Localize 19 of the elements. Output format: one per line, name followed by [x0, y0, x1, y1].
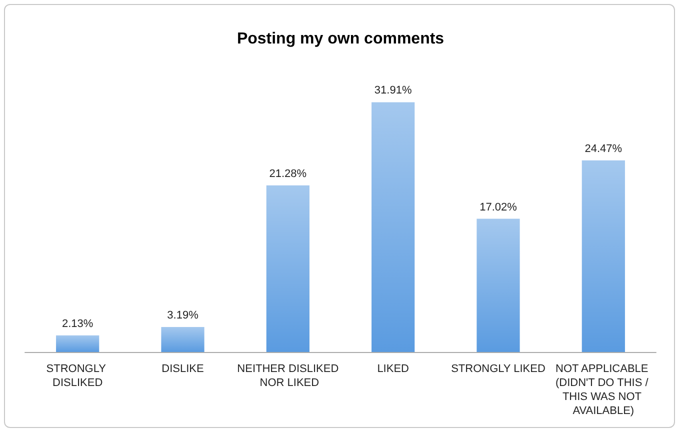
- data-label: 24.47%: [584, 142, 622, 155]
- bar: [56, 335, 100, 352]
- x-tick-label: DISLIKE: [162, 363, 204, 375]
- bar: [372, 102, 415, 352]
- bar: [476, 218, 520, 352]
- data-label: 2.13%: [62, 318, 94, 330]
- x-tick-label: NEITHER DISLIKED NOR LIKED: [237, 363, 339, 389]
- x-tick-label: LIKED: [377, 363, 410, 375]
- data-label: 17.02%: [480, 201, 518, 214]
- bar: [266, 185, 310, 352]
- bar: [161, 327, 204, 352]
- data-label: 3.19%: [167, 310, 199, 322]
- data-label: 31.91%: [374, 84, 412, 97]
- x-tick-label: STRONGLY DISLIKED: [46, 363, 109, 389]
- x-tick-label: STRONGLY LIKED: [451, 363, 546, 375]
- chart-title: Posting my own comments: [236, 30, 444, 48]
- bar: [582, 160, 625, 352]
- x-tick-label: NOT APPLICABLE (DIDN'T DO THIS / THIS WAS NOT AVAILABLE): [556, 363, 652, 417]
- data-label: 21.28%: [269, 168, 307, 180]
